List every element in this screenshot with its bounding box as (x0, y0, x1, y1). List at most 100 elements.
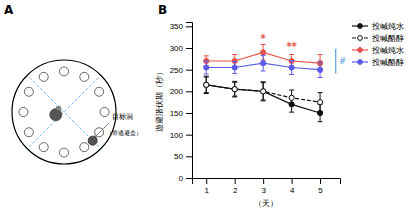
annotations: ***# (261, 33, 347, 73)
hole (95, 87, 104, 96)
error-bar (232, 61, 237, 73)
legend-marker (358, 48, 363, 53)
point (204, 82, 209, 87)
y-axis-title: 遊避潜伏期（秒） (155, 68, 164, 132)
tick-label: 50 (174, 152, 183, 161)
error-cap (204, 74, 209, 75)
annotation: # (339, 56, 347, 66)
y-tick: 200 (170, 87, 192, 96)
tick-label: 3 (261, 186, 266, 195)
error-cap (232, 81, 237, 82)
tick-mark (292, 178, 293, 184)
y-tick: 150 (170, 109, 192, 118)
point (232, 87, 237, 92)
y-axis: 050100150200250300350 (170, 22, 193, 183)
hole (80, 143, 89, 152)
error-cap (261, 70, 266, 71)
legend: 投喊纯水投喊酪醇投喊纯水投喊酪醇 (352, 22, 404, 67)
hole (39, 72, 48, 81)
point (261, 50, 266, 55)
x-tick: 4 (290, 178, 295, 195)
plot-area (204, 45, 323, 122)
hole (95, 128, 104, 137)
error-cap (232, 61, 237, 62)
target-hole (88, 136, 97, 145)
point (289, 95, 294, 100)
error-cap (204, 92, 209, 93)
chart-root: A目标洞（带逃避盒）B12345050100150200250300350（天）… (0, 0, 420, 210)
tick-label: 250 (170, 66, 184, 75)
error-cap (261, 100, 266, 101)
panel-title: A (4, 3, 14, 17)
quadrant-line (29, 77, 99, 147)
error-cap (204, 55, 209, 56)
error-bar (261, 83, 266, 100)
error-cap (261, 81, 266, 82)
tick-label: 5 (318, 186, 323, 195)
error-cap (289, 54, 294, 55)
point (289, 65, 294, 70)
point (317, 100, 322, 105)
tick-mark (186, 178, 192, 179)
y-tick: 50 (174, 152, 192, 161)
tick-label: 2 (233, 186, 238, 195)
error-cap (204, 93, 209, 94)
y-tick: 0 (179, 174, 192, 183)
error-bar (261, 55, 266, 71)
error-bar (318, 62, 323, 78)
axis-line (193, 179, 341, 185)
tick-mark (186, 135, 192, 136)
tick-label: 300 (170, 44, 184, 53)
x-tick: 1 (205, 178, 210, 195)
error-bar (232, 81, 237, 97)
point (261, 61, 266, 66)
legend-marker (358, 36, 363, 41)
error-cap (318, 54, 323, 55)
hole (24, 87, 33, 96)
error-cap (289, 105, 294, 106)
maze-outline (12, 60, 116, 164)
x-axis-title: （天） (254, 199, 278, 208)
error-cap (261, 82, 266, 83)
error-bar (261, 82, 266, 101)
legend-label: 投喊纯水 (371, 22, 404, 31)
tick-mark (186, 70, 192, 71)
error-cap (261, 55, 266, 56)
tick-mark (186, 156, 192, 157)
quadrant-line (29, 77, 99, 147)
tick-label: 0 (179, 174, 184, 183)
annotation: 目标洞 (112, 113, 133, 121)
error-bar (289, 61, 294, 75)
hole (59, 67, 68, 76)
point (232, 87, 237, 92)
y-tick: 100 (170, 131, 192, 140)
tick-label: 4 (290, 186, 295, 195)
hole (100, 107, 109, 116)
bracket (335, 49, 336, 73)
series (204, 77, 323, 112)
legend-item: 投喊酪醇 (352, 34, 404, 43)
error-cap (318, 92, 323, 93)
tick-label: 100 (170, 131, 184, 140)
mouse-ear (56, 106, 61, 111)
hole (80, 72, 89, 81)
legend-label: 投喊酪醇 (371, 34, 404, 43)
error-cap (204, 77, 209, 78)
error-cap (232, 96, 237, 97)
x-tick: 3 (261, 178, 266, 195)
legend-label: 投喊酪醇 (371, 58, 404, 67)
tick-mark (235, 178, 236, 184)
y-tick: 250 (170, 66, 192, 75)
tick-mark (186, 48, 192, 49)
x-tick: 2 (233, 178, 238, 195)
series (204, 76, 323, 122)
legend-item: 投喊纯水 (352, 22, 404, 31)
error-cap (232, 73, 237, 74)
hole (39, 143, 48, 152)
series (204, 45, 323, 72)
tick-mark (320, 178, 321, 184)
error-cap (318, 111, 323, 112)
annotation: ** (286, 41, 297, 52)
legend-label: 投喊纯水 (371, 46, 404, 55)
error-cap (232, 82, 237, 83)
